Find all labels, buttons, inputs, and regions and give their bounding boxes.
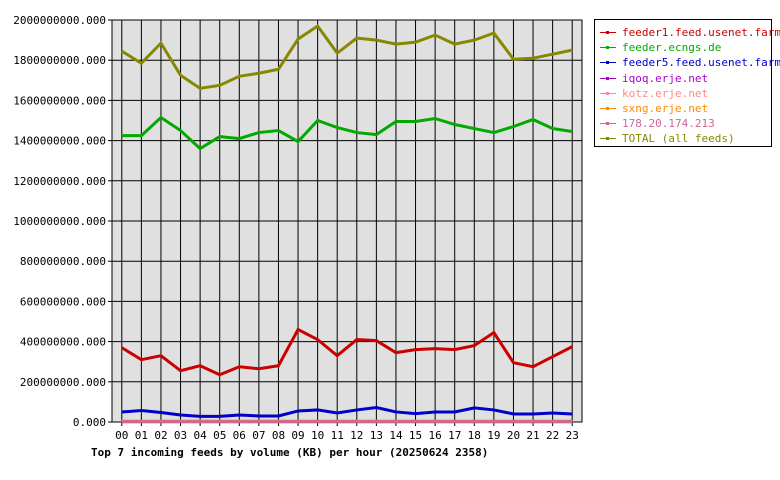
y-tick-label: 800000000.000 bbox=[20, 255, 106, 268]
x-tick-label: 03 bbox=[174, 429, 187, 442]
legend-label: feeder1.feed.usenet.farm bbox=[622, 26, 780, 39]
legend-swatch bbox=[600, 76, 616, 80]
legend-item: feeder1.feed.usenet.farm bbox=[595, 25, 780, 40]
grid-lines bbox=[112, 20, 582, 422]
x-axis-ticks: 00 01 02 03 04 05 06 07 08 09 10 11 12 13 14 15 16 17 18 19… bbox=[115, 422, 579, 442]
x-tick-label: 10 bbox=[311, 429, 324, 442]
legend-item: feeder5.feed.usenet.farm bbox=[595, 55, 780, 70]
x-tick-label: 08 bbox=[272, 429, 285, 442]
x-tick-label: 00 bbox=[115, 429, 128, 442]
legend-swatch bbox=[600, 122, 616, 126]
series-line-feeder1-feed-usenet-farm bbox=[121, 327, 573, 377]
legend-label: sxng.erje.net bbox=[622, 101, 709, 115]
legend-item: TOTAL (all feeds) bbox=[595, 131, 771, 146]
legend-swatch bbox=[600, 46, 616, 50]
x-tick-label: 11 bbox=[331, 429, 344, 442]
legend-label: feeder5.feed.usenet.farm bbox=[622, 56, 780, 70]
y-tick-label: 1000000000.000 bbox=[13, 215, 106, 228]
x-tick-label: 18 bbox=[468, 429, 481, 442]
x-tick-label: 21 bbox=[526, 429, 539, 442]
x-tick-label: 19 bbox=[487, 429, 500, 442]
x-tick-label: 09 bbox=[291, 429, 304, 442]
series-line-total-all-feeds- bbox=[121, 23, 573, 90]
legend-label: iqoq.erje.net bbox=[622, 71, 709, 85]
y-tick-label: 1800000000.000 bbox=[13, 54, 106, 67]
x-tick-label: 22 bbox=[546, 429, 559, 442]
series-line-feeder-ecngs-de bbox=[121, 115, 573, 151]
legend-label: feeder.ecngs.de bbox=[622, 41, 722, 55]
x-tick-label: 02 bbox=[154, 429, 167, 442]
legend-item: sxng.erje.net bbox=[595, 101, 771, 116]
y-tick-label: 600000000.000 bbox=[20, 295, 106, 308]
y-tick-label: 400000000.000 bbox=[20, 336, 106, 349]
y-tick-label: 1200000000.000 bbox=[13, 175, 106, 188]
x-tick-label: 15 bbox=[409, 429, 422, 442]
x-tick-label: 01 bbox=[135, 429, 148, 442]
x-tick-label: 05 bbox=[213, 429, 226, 442]
legend-item: iqoq.erje.net bbox=[595, 71, 771, 86]
x-tick-label: 17 bbox=[448, 429, 461, 442]
series-lines bbox=[121, 23, 573, 424]
legend-swatch bbox=[600, 31, 616, 34]
x-tick-label: 07 bbox=[252, 429, 265, 442]
y-tick-label: 1600000000.000 bbox=[13, 94, 106, 107]
legend-item: 178.20.174.213 bbox=[595, 116, 771, 131]
y-tick-label: 200000000.000 bbox=[20, 376, 106, 389]
x-tick-label: 06 bbox=[233, 429, 246, 442]
y-tick-label: 1400000000.000 bbox=[13, 135, 106, 148]
chart-title: Top 7 incoming feeds by volume (KB) per … bbox=[91, 446, 488, 459]
legend-label: TOTAL (all feeds) bbox=[622, 132, 735, 146]
legend: feeder1.feed.usenet.farm feeder.ecngs.de f… bbox=[594, 19, 780, 147]
series-line-feeder5-feed-usenet-farm bbox=[121, 406, 573, 418]
x-tick-label: 04 bbox=[194, 429, 208, 442]
x-tick-label: 12 bbox=[350, 429, 363, 442]
legend-swatch bbox=[600, 91, 616, 95]
x-tick-label: 23 bbox=[566, 429, 579, 442]
legend-swatch bbox=[600, 61, 616, 65]
legend-item: feeder.ecngs.de bbox=[595, 40, 771, 55]
legend-label: 178.20.174.213 bbox=[622, 117, 715, 131]
x-tick-label: 14 bbox=[389, 429, 403, 442]
y-tick-label: 0.000 bbox=[73, 416, 106, 429]
legend-label: kotz.erje.net bbox=[622, 86, 709, 100]
y-axis-ticks: 0.000 200000000.000 400000000.000 600000000… bbox=[13, 14, 112, 429]
x-tick-label: 20 bbox=[507, 429, 520, 442]
legend-swatch bbox=[600, 106, 616, 110]
x-tick-label: 16 bbox=[429, 429, 442, 442]
y-tick-label: 2000000000.000 bbox=[13, 14, 106, 27]
legend-item: kotz.erje.net bbox=[595, 86, 771, 101]
legend-swatch bbox=[600, 137, 616, 141]
x-tick-label: 13 bbox=[370, 429, 383, 442]
